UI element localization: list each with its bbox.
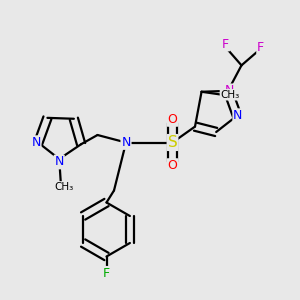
Text: CH₃: CH₃ xyxy=(54,182,73,192)
Text: N: N xyxy=(31,136,41,149)
Text: N: N xyxy=(55,155,64,169)
Text: CH₃: CH₃ xyxy=(220,90,240,100)
Text: S: S xyxy=(168,135,177,150)
Text: O: O xyxy=(168,159,177,172)
Text: O: O xyxy=(168,113,177,126)
Text: N: N xyxy=(121,136,131,149)
Text: F: F xyxy=(222,38,229,50)
Text: F: F xyxy=(257,40,264,53)
Text: N: N xyxy=(233,109,243,122)
Text: N: N xyxy=(225,84,234,97)
Text: F: F xyxy=(103,267,110,280)
